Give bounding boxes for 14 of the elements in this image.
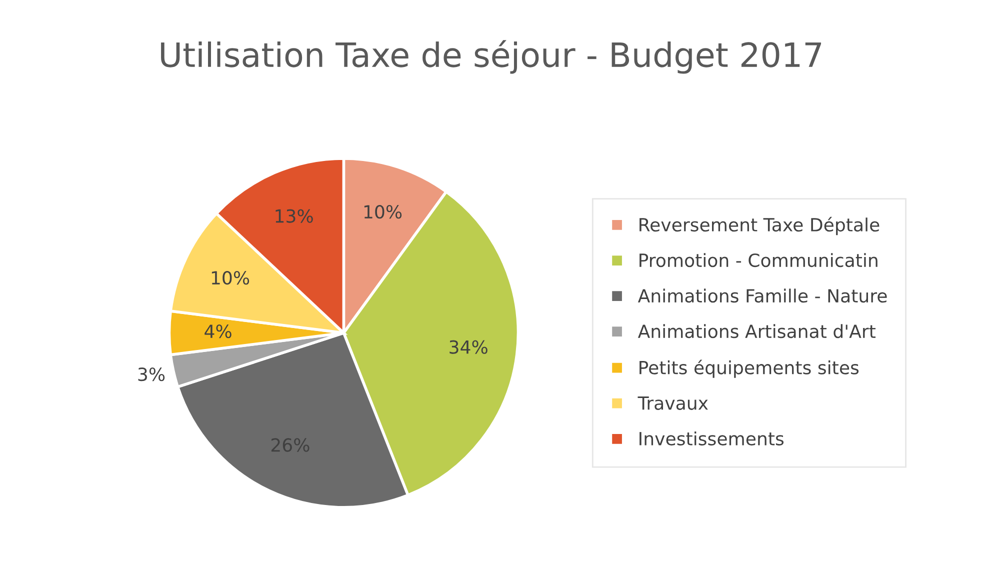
- legend-label: Promotion - Communicatin: [640, 253, 878, 268]
- legend-label: Petits équipements sites: [640, 360, 859, 378]
- data-label: 10%: [364, 205, 402, 219]
- legend-label: Reversement Taxe Déptale: [640, 216, 880, 236]
- data-label: 10%: [212, 271, 250, 285]
- chart-title: Utilisation Taxe de séjour - Budget 2017: [161, 40, 822, 74]
- data-label: 13%: [276, 209, 313, 223]
- data-label: 4%: [204, 324, 232, 338]
- legend-label: Travaux: [638, 396, 708, 410]
- data-label: 3%: [138, 368, 165, 382]
- legend-label: Animations Artisanat d'Art: [638, 324, 876, 338]
- legend-label: Investissements: [640, 431, 784, 446]
- data-label: 34%: [450, 340, 488, 354]
- legend-label: Animations Famille - Nature: [638, 288, 887, 303]
